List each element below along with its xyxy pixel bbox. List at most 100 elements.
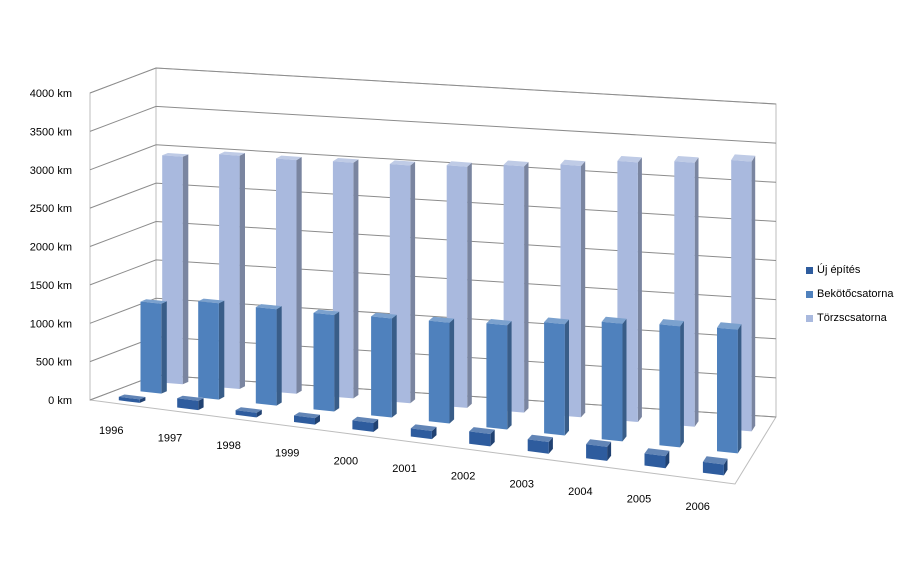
- bar-side: [467, 162, 472, 408]
- y-tick-label: 500 km: [36, 357, 72, 369]
- x-tick-label: 1998: [216, 440, 240, 452]
- bar-side: [431, 426, 437, 440]
- bar-top: [198, 298, 225, 304]
- x-tick-label: 2001: [392, 463, 416, 475]
- y-tick-label: 2500 km: [30, 203, 72, 215]
- bar-top: [617, 156, 642, 163]
- bar-side: [548, 437, 553, 454]
- x-tick-label: 2006: [685, 501, 709, 513]
- y-tick-label: 2000 km: [30, 242, 72, 254]
- bar-top: [527, 434, 553, 442]
- bar-Bekötőcsatorna-2002: [486, 319, 512, 430]
- legend: Új építés Bekötőcsatorna Törzscsatorna: [806, 258, 893, 330]
- bar-Bekötőcsatorna-1997: [198, 298, 225, 400]
- bar-front: [162, 155, 183, 385]
- bar-top: [294, 412, 320, 419]
- y-tick-label: 0 km: [48, 395, 72, 407]
- bar-top: [446, 161, 472, 167]
- bar-side: [239, 153, 245, 389]
- y-tick-label: 3000 km: [30, 165, 72, 177]
- bar-Bekötőcsatorna-2005: [659, 319, 684, 448]
- bar-front: [469, 431, 491, 447]
- bar-front: [410, 428, 432, 440]
- bar-front: [601, 321, 623, 442]
- bar-side: [410, 161, 416, 404]
- bar-top: [702, 456, 728, 465]
- bar-side: [218, 300, 225, 400]
- x-tick-label: 2005: [627, 494, 651, 506]
- bar-front: [527, 439, 549, 454]
- bar-top: [162, 153, 189, 157]
- bar-top: [469, 427, 495, 434]
- x-tick-label: 1997: [158, 433, 182, 445]
- bar-side: [373, 419, 379, 432]
- bar-front: [371, 316, 392, 418]
- x-tick-label: 1999: [275, 448, 299, 460]
- bar-front: [235, 410, 257, 418]
- bar-top: [503, 160, 529, 167]
- bar-side: [161, 301, 167, 394]
- bar-top: [235, 407, 262, 413]
- legend-swatch: [806, 290, 813, 298]
- bar-top: [731, 154, 756, 162]
- bar-Új építés-1998: [235, 407, 262, 418]
- bar-top: [276, 155, 302, 161]
- bar-top: [313, 309, 340, 315]
- bar-side: [139, 397, 146, 403]
- bar-Új építés-2005: [644, 448, 670, 469]
- x-axis-tick-labels: 1996 1997 1998 1999 2000 2001 2002 2003 2004 2005…: [99, 425, 710, 513]
- bar-top: [560, 159, 586, 166]
- legend-label: Új építés: [817, 264, 861, 276]
- bar-front: [428, 320, 450, 424]
- bar-top: [332, 158, 359, 163]
- x-tick-label: 2003: [510, 478, 534, 490]
- x-tick-label: 1996: [99, 425, 123, 437]
- bar-Új építés-2002: [469, 427, 495, 447]
- bar-Új építés-2006: [702, 456, 728, 476]
- bar-Új építés-1996: [118, 394, 146, 403]
- bar-side: [665, 450, 670, 469]
- bar-top: [352, 416, 379, 423]
- bar-side: [694, 157, 699, 427]
- bar-top: [586, 439, 612, 447]
- legend-item: Új építés: [806, 258, 893, 282]
- bar-side: [564, 319, 569, 436]
- bars: [118, 151, 756, 476]
- x-tick-label: 2002: [451, 471, 475, 483]
- bar-side: [723, 458, 728, 476]
- bar-front: [486, 323, 508, 430]
- bar-top: [659, 319, 684, 327]
- legend-label: Bekötőcsatorna: [817, 288, 894, 300]
- bar-side: [391, 314, 397, 418]
- bar-Új építés-2001: [410, 424, 437, 440]
- bar-side: [198, 398, 204, 411]
- y-tick-label: 4000 km: [30, 88, 72, 100]
- bar-front: [544, 322, 565, 436]
- bar-Bekötőcsatorna-2003: [544, 317, 569, 436]
- bar-Új építés-1997: [177, 395, 204, 411]
- bar-front: [294, 415, 315, 425]
- y-axis-tick-labels: 0 km 500 km 1000 km 1500 km 2000 km 2500 km 30…: [30, 88, 72, 407]
- bar-Bekötőcsatorna-1999: [313, 309, 340, 412]
- bar-side: [449, 318, 455, 424]
- bar-Bekötőcsatorna-2001: [428, 316, 455, 424]
- bar-Bekötőcsatorna-2004: [601, 316, 627, 442]
- bar-side: [315, 414, 320, 425]
- bar-top: [219, 151, 245, 156]
- bar-side: [334, 311, 340, 412]
- bar-top: [486, 319, 512, 326]
- bar-Új építés-2000: [352, 416, 379, 432]
- bar-top: [674, 156, 699, 163]
- gridline: [89, 105, 777, 144]
- bar-Törzscsatorna-1996: [162, 153, 189, 385]
- legend-label: Törzscsatorna: [817, 312, 887, 324]
- bar-side: [507, 321, 512, 430]
- bar-front: [352, 420, 374, 432]
- bar-side: [737, 324, 742, 454]
- bar-Bekötőcsatorna-2006: [717, 322, 742, 454]
- bar-side: [581, 161, 586, 418]
- bar-front: [140, 301, 162, 394]
- bar-front: [717, 327, 738, 454]
- bar-front: [177, 398, 199, 411]
